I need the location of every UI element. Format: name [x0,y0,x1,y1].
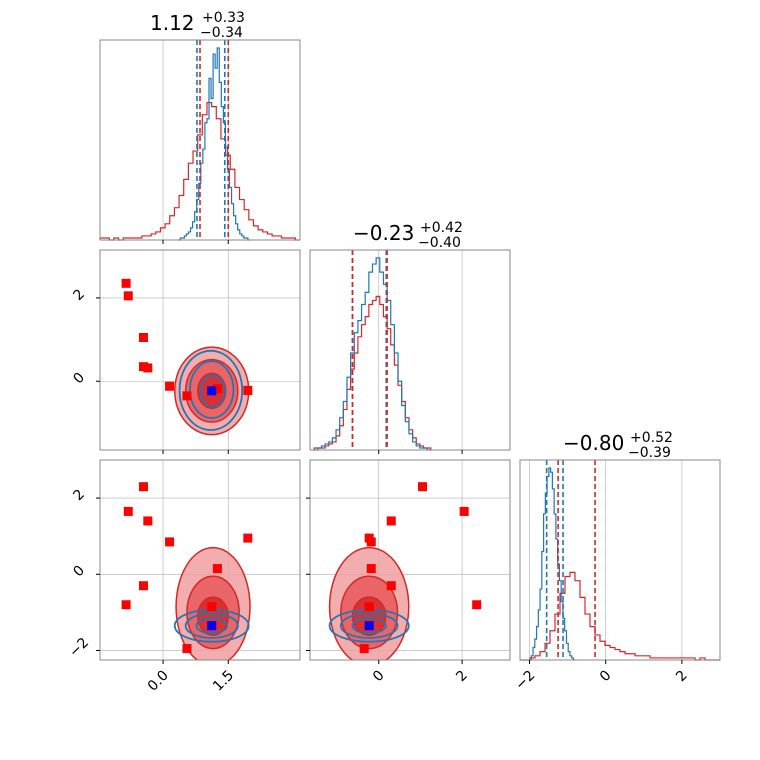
axis-x1-xlabel-0: 0 [370,668,388,686]
axis-y1-ylabel-1: 2 [70,286,88,304]
axis-y2-ylabel-0: −2 [66,635,92,661]
scatter-panel-p02-red-marker-1 [123,506,133,516]
scatter-panel-p02-blue-contour-2 [195,617,228,635]
scatter-panel-p12-red-marker-2 [366,537,376,547]
scatter-panel-p02-red-marker-3 [138,581,148,591]
scatter-panel-p02-red-marker-4 [143,516,153,526]
scatter-panel-p01-red-marker-5 [165,381,175,391]
scatter-panel-p02-red-marker-9 [243,533,253,543]
title-param-2-value: −0.80 [563,431,624,455]
title-param-2-plus: +0.52 [630,430,673,446]
scatter-panel-p12-blue-contour-2 [351,617,387,635]
scatter-panel-p12-red-marker-7 [418,482,427,492]
axis-y2-ylabel-2: 2 [70,486,88,504]
scatter-panel-p01-blue-contour-0 [178,349,244,431]
scatter-panel-p02-red-marker-6 [182,644,192,654]
scatter-panel-p01-blue-contour-1 [189,360,235,419]
scatter-panel-p02-red-marker-5 [165,537,175,547]
diag-panel-0-frame [99,39,301,241]
scatter-panel-p12-red-marker-5 [386,581,396,591]
diag-panel-0-hist-blue [178,47,250,241]
axis-y2-ylabel-1: 0 [70,563,88,581]
title-param-1-plus: +0.42 [420,220,463,236]
scatter-panel-p12-red-marker-3 [364,602,374,612]
title-param-0-value: 1.12 [150,11,195,35]
scatter-panel-p01-red-marker-1 [123,291,133,301]
scatter-panel-p12-red-marker-6 [386,516,396,526]
scatter-panel-p01-blue-contour-2 [199,374,226,408]
axis-x0-xlabel-0: 0.0 [145,668,172,695]
title-param-2-minus: −0.39 [628,445,671,461]
scatter-panel-p01-frame [99,249,301,451]
scatter-panel-p02-red-marker-8 [212,564,222,574]
axis-x2-xlabel-1: 0 [597,668,615,686]
title-param-1-value: −0.23 [353,221,414,245]
scatter-panel-p02-blue-marker-0 [207,621,217,631]
scatter-panel-p12-red-marker-4 [366,564,376,574]
scatter-panel-p02-frame [99,459,301,661]
title-param-1-minus: −0.40 [418,235,461,251]
scatter-panel-p01-blue-marker-0 [207,386,217,396]
scatter-panel-p02-red-marker-7 [207,602,217,612]
scatter-panel-p01-red-marker-6 [182,391,192,401]
scatter-panel-p12-red-marker-8 [459,506,469,516]
diag-panel-0-hist-red [99,101,300,241]
scatter-panel-p02-red-marker-2 [138,482,148,492]
diag-panel-1-hist-red [313,295,432,450]
diag-panel-1-hist-blue [314,257,431,451]
title-param-0-plus: +0.33 [202,10,245,26]
scatter-panel-p01-red-marker-8 [243,385,253,395]
scatter-panel-p01-red-marker-4 [143,363,153,373]
diag-panel-2-frame [519,459,721,661]
diag-panel-2-bg [520,460,720,660]
axis-x2-xlabel-2: 2 [673,668,691,686]
scatter-panel-p12-frame [309,459,511,661]
scatter-panel-p12-blue-contour-1 [339,612,399,639]
title-param-0-minus: −0.34 [200,25,243,41]
diag-panel-1-frame [309,249,511,451]
scatter-panel-p12-blue-marker-0 [364,621,374,631]
scatter-panel-p01-red-marker-0 [121,278,131,288]
axis-y1-ylabel-0: 0 [70,370,88,388]
axis-x0-xlabel-1: 1.5 [210,668,237,695]
scatter-panel-p01-red-marker-2 [138,333,148,342]
scatter-panel-p02-blue-contour-1 [184,612,239,639]
scatter-panel-p12-red-marker-0 [359,644,369,654]
diag-panel-2-hist-blue [529,467,576,661]
scatter-panel-p12-red-marker-9 [472,600,482,610]
diag-panel-2-hist-red [520,571,720,661]
axis-x2-xlabel-0: −2 [512,668,538,694]
scatter-panel-p02-red-marker-0 [121,600,131,610]
axis-x1-xlabel-1: 2 [453,668,471,686]
scatter-panel-p01-red-marker-7 [212,384,222,394]
